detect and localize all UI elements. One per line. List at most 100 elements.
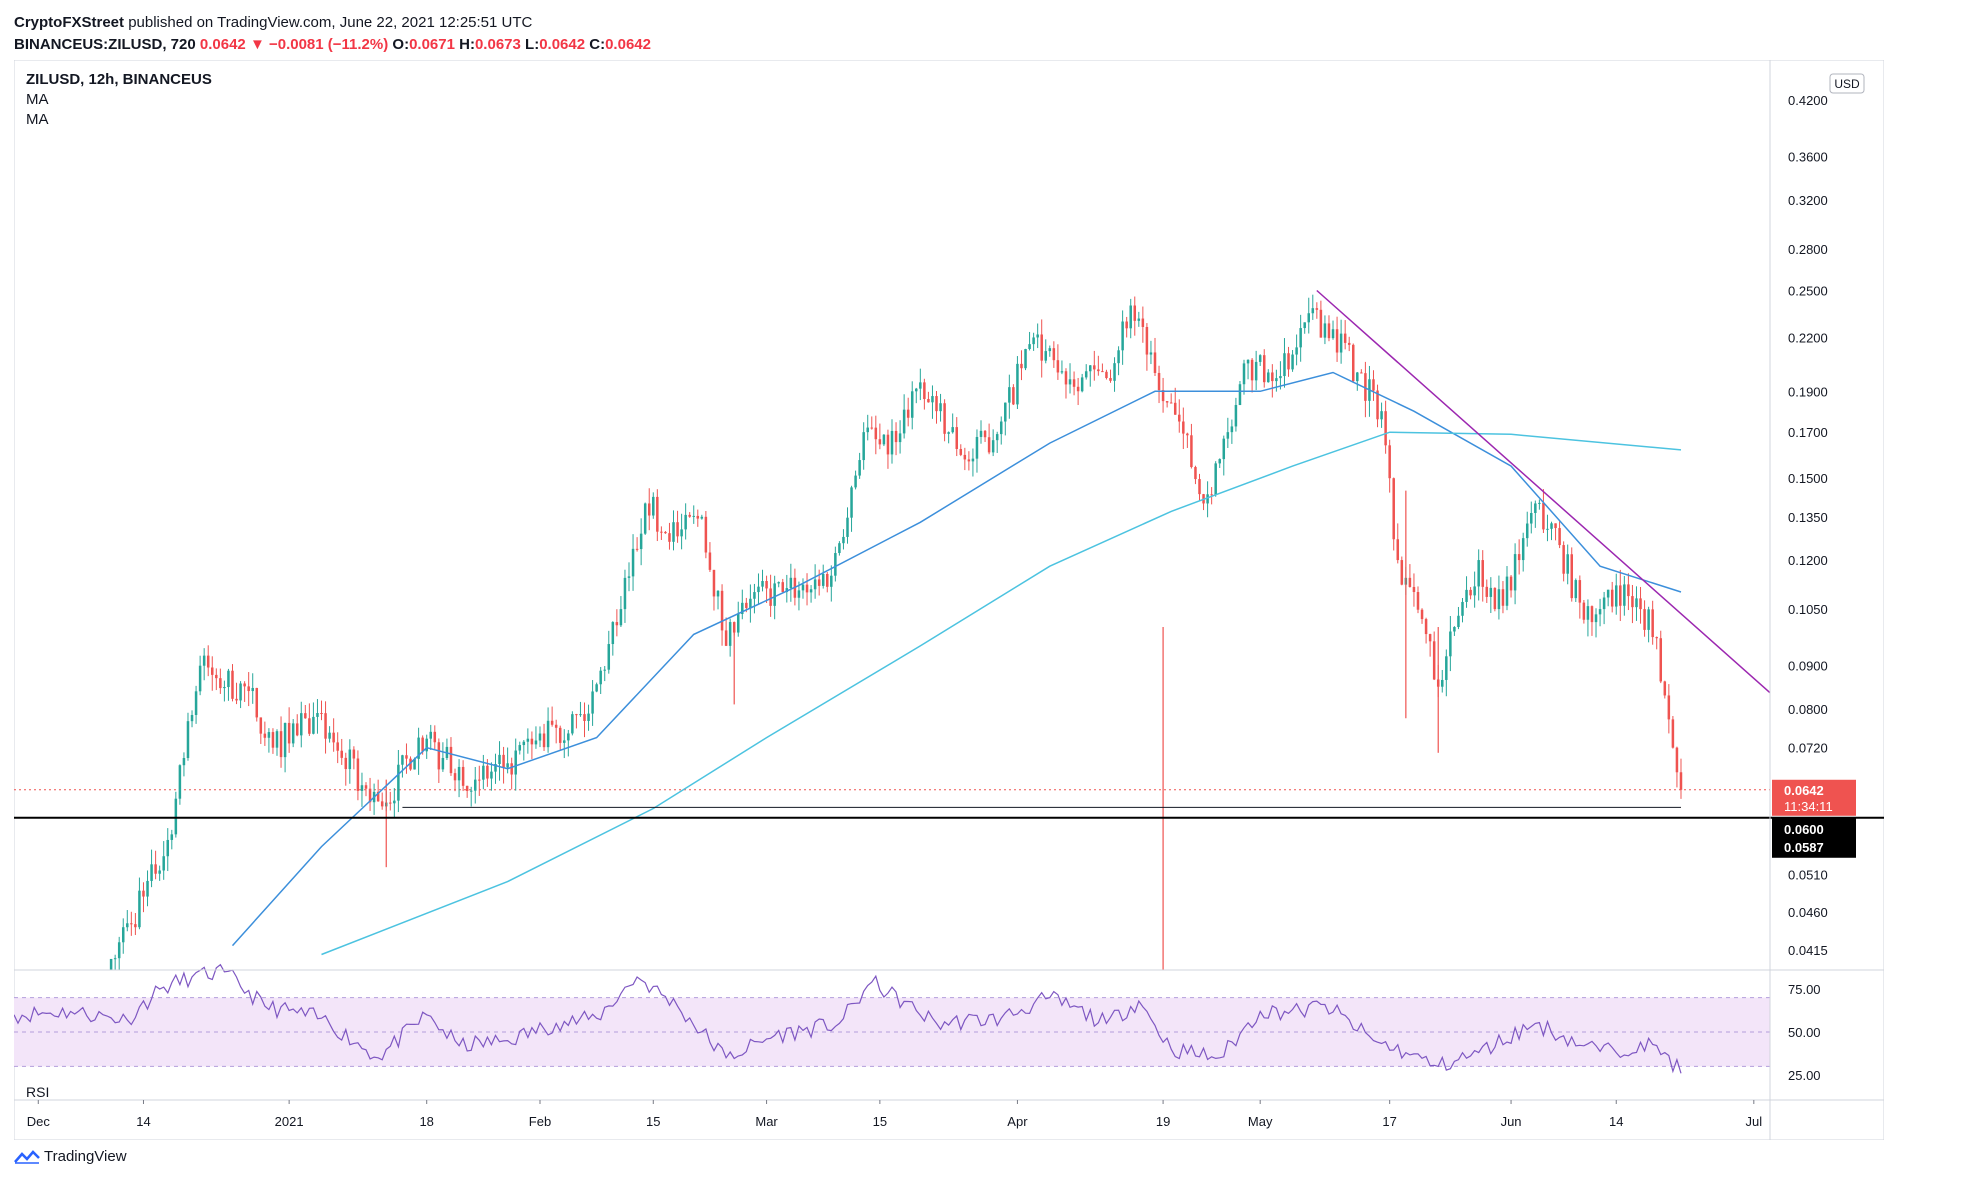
candle-up[interactable] [785, 588, 789, 593]
candle-down[interactable] [923, 382, 926, 400]
candle-up[interactable] [312, 716, 315, 734]
candle-down[interactable] [817, 579, 821, 586]
candle-down[interactable] [1343, 333, 1347, 343]
candle-down[interactable] [1554, 523, 1557, 529]
candle-up[interactable] [109, 958, 113, 970]
candle-down[interactable] [271, 732, 275, 748]
candle-down[interactable] [134, 924, 137, 928]
candle-up[interactable] [1594, 614, 1598, 623]
candle-up[interactable] [749, 598, 752, 608]
candle-down[interactable] [1416, 592, 1420, 610]
candle-down[interactable] [708, 552, 712, 570]
candle-up[interactable] [1525, 523, 1529, 539]
candle-up[interactable] [1060, 371, 1064, 373]
currency-box[interactable] [1829, 73, 1865, 94]
candle-up[interactable] [866, 427, 869, 433]
candle-up[interactable] [1323, 323, 1327, 338]
candle-up[interactable] [830, 575, 833, 587]
candle-up[interactable] [194, 691, 198, 715]
candle-up[interactable] [1339, 333, 1343, 353]
candle-down[interactable] [554, 724, 558, 728]
candle-up[interactable] [1008, 387, 1011, 403]
candle-up[interactable] [850, 487, 853, 518]
candle-up[interactable] [514, 750, 517, 775]
candle-down[interactable] [453, 773, 457, 781]
candle-up[interactable] [1449, 631, 1452, 657]
candle-down[interactable] [1679, 772, 1683, 790]
candle-down[interactable] [1210, 494, 1213, 496]
candle-down[interactable] [1145, 326, 1149, 355]
candle-up[interactable] [757, 586, 760, 593]
candle-up[interactable] [1623, 584, 1626, 606]
candle-down[interactable] [142, 890, 145, 897]
candle-down[interactable] [368, 788, 372, 803]
candle-down[interactable] [668, 533, 671, 542]
candle-down[interactable] [344, 757, 348, 770]
candle-up[interactable] [684, 514, 687, 530]
candle-up[interactable] [1004, 402, 1007, 422]
candle-up[interactable] [227, 670, 230, 688]
candle-down[interactable] [1052, 348, 1056, 361]
candle-down[interactable] [1481, 560, 1484, 587]
candle-down[interactable] [243, 683, 246, 687]
candle-down[interactable] [336, 742, 339, 751]
ma-legend-1[interactable]: MA [26, 91, 49, 108]
rsi-legend[interactable]: RSI [26, 1084, 49, 1100]
candle-down[interactable] [1485, 586, 1489, 597]
candle-down[interactable] [1178, 414, 1181, 422]
candle-up[interactable] [202, 655, 206, 666]
candle-up[interactable] [1538, 502, 1541, 504]
candle-up[interactable] [190, 714, 194, 722]
candle-down[interactable] [1165, 401, 1169, 403]
candle-up[interactable] [146, 880, 149, 897]
candle-up[interactable] [1647, 609, 1650, 630]
candle-down[interactable] [886, 434, 890, 455]
candle-up[interactable] [1084, 371, 1088, 378]
candle-up[interactable] [1036, 334, 1039, 338]
candle-up[interactable] [1457, 615, 1460, 628]
candle-up[interactable] [971, 458, 975, 462]
candle-down[interactable] [1396, 539, 1400, 561]
candle-up[interactable] [283, 722, 287, 758]
candle-down[interactable] [465, 785, 469, 791]
candle-up[interactable] [1149, 352, 1153, 355]
candle-down[interactable] [745, 602, 748, 608]
candle-up[interactable] [174, 798, 178, 835]
candle-up[interactable] [526, 738, 530, 742]
candle-down[interactable] [955, 427, 958, 450]
candle-down[interactable] [878, 439, 882, 445]
candle-down[interactable] [676, 522, 679, 537]
candle-down[interactable] [461, 766, 465, 786]
candle-down[interactable] [247, 686, 250, 692]
candle-up[interactable] [910, 391, 914, 418]
candle-down[interactable] [1020, 363, 1023, 369]
candle-down[interactable] [1133, 305, 1137, 321]
rsi-line[interactable] [13, 963, 1682, 1074]
candle-up[interactable] [413, 758, 416, 770]
candle-down[interactable] [409, 758, 412, 770]
candle-up[interactable] [623, 577, 627, 610]
candle-up[interactable] [1254, 361, 1258, 381]
candle-up[interactable] [182, 758, 186, 766]
candle-down[interactable] [1400, 560, 1404, 585]
candle-down[interactable] [211, 667, 214, 675]
candle-up[interactable] [591, 691, 594, 714]
candle-up[interactable] [1303, 322, 1306, 329]
candle-down[interactable] [1194, 467, 1197, 480]
publisher-name[interactable]: CryptoFXStreet [14, 14, 125, 31]
candle-down[interactable] [1517, 554, 1521, 561]
candle-down[interactable] [356, 758, 360, 791]
candle-up[interactable] [915, 388, 918, 392]
candle-up[interactable] [178, 765, 182, 799]
candle-up[interactable] [170, 834, 174, 840]
candle-up[interactable] [126, 923, 129, 928]
candle-down[interactable] [870, 427, 874, 429]
candle-down[interactable] [1169, 402, 1173, 404]
candle-up[interactable] [975, 436, 979, 459]
candle-down[interactable] [1610, 589, 1614, 607]
candle-up[interactable] [1586, 606, 1590, 620]
candle-up[interactable] [482, 765, 485, 780]
candle-up[interactable] [1267, 372, 1270, 383]
rsi-pane[interactable] [13, 963, 1770, 1074]
candle-down[interactable] [1570, 554, 1573, 599]
